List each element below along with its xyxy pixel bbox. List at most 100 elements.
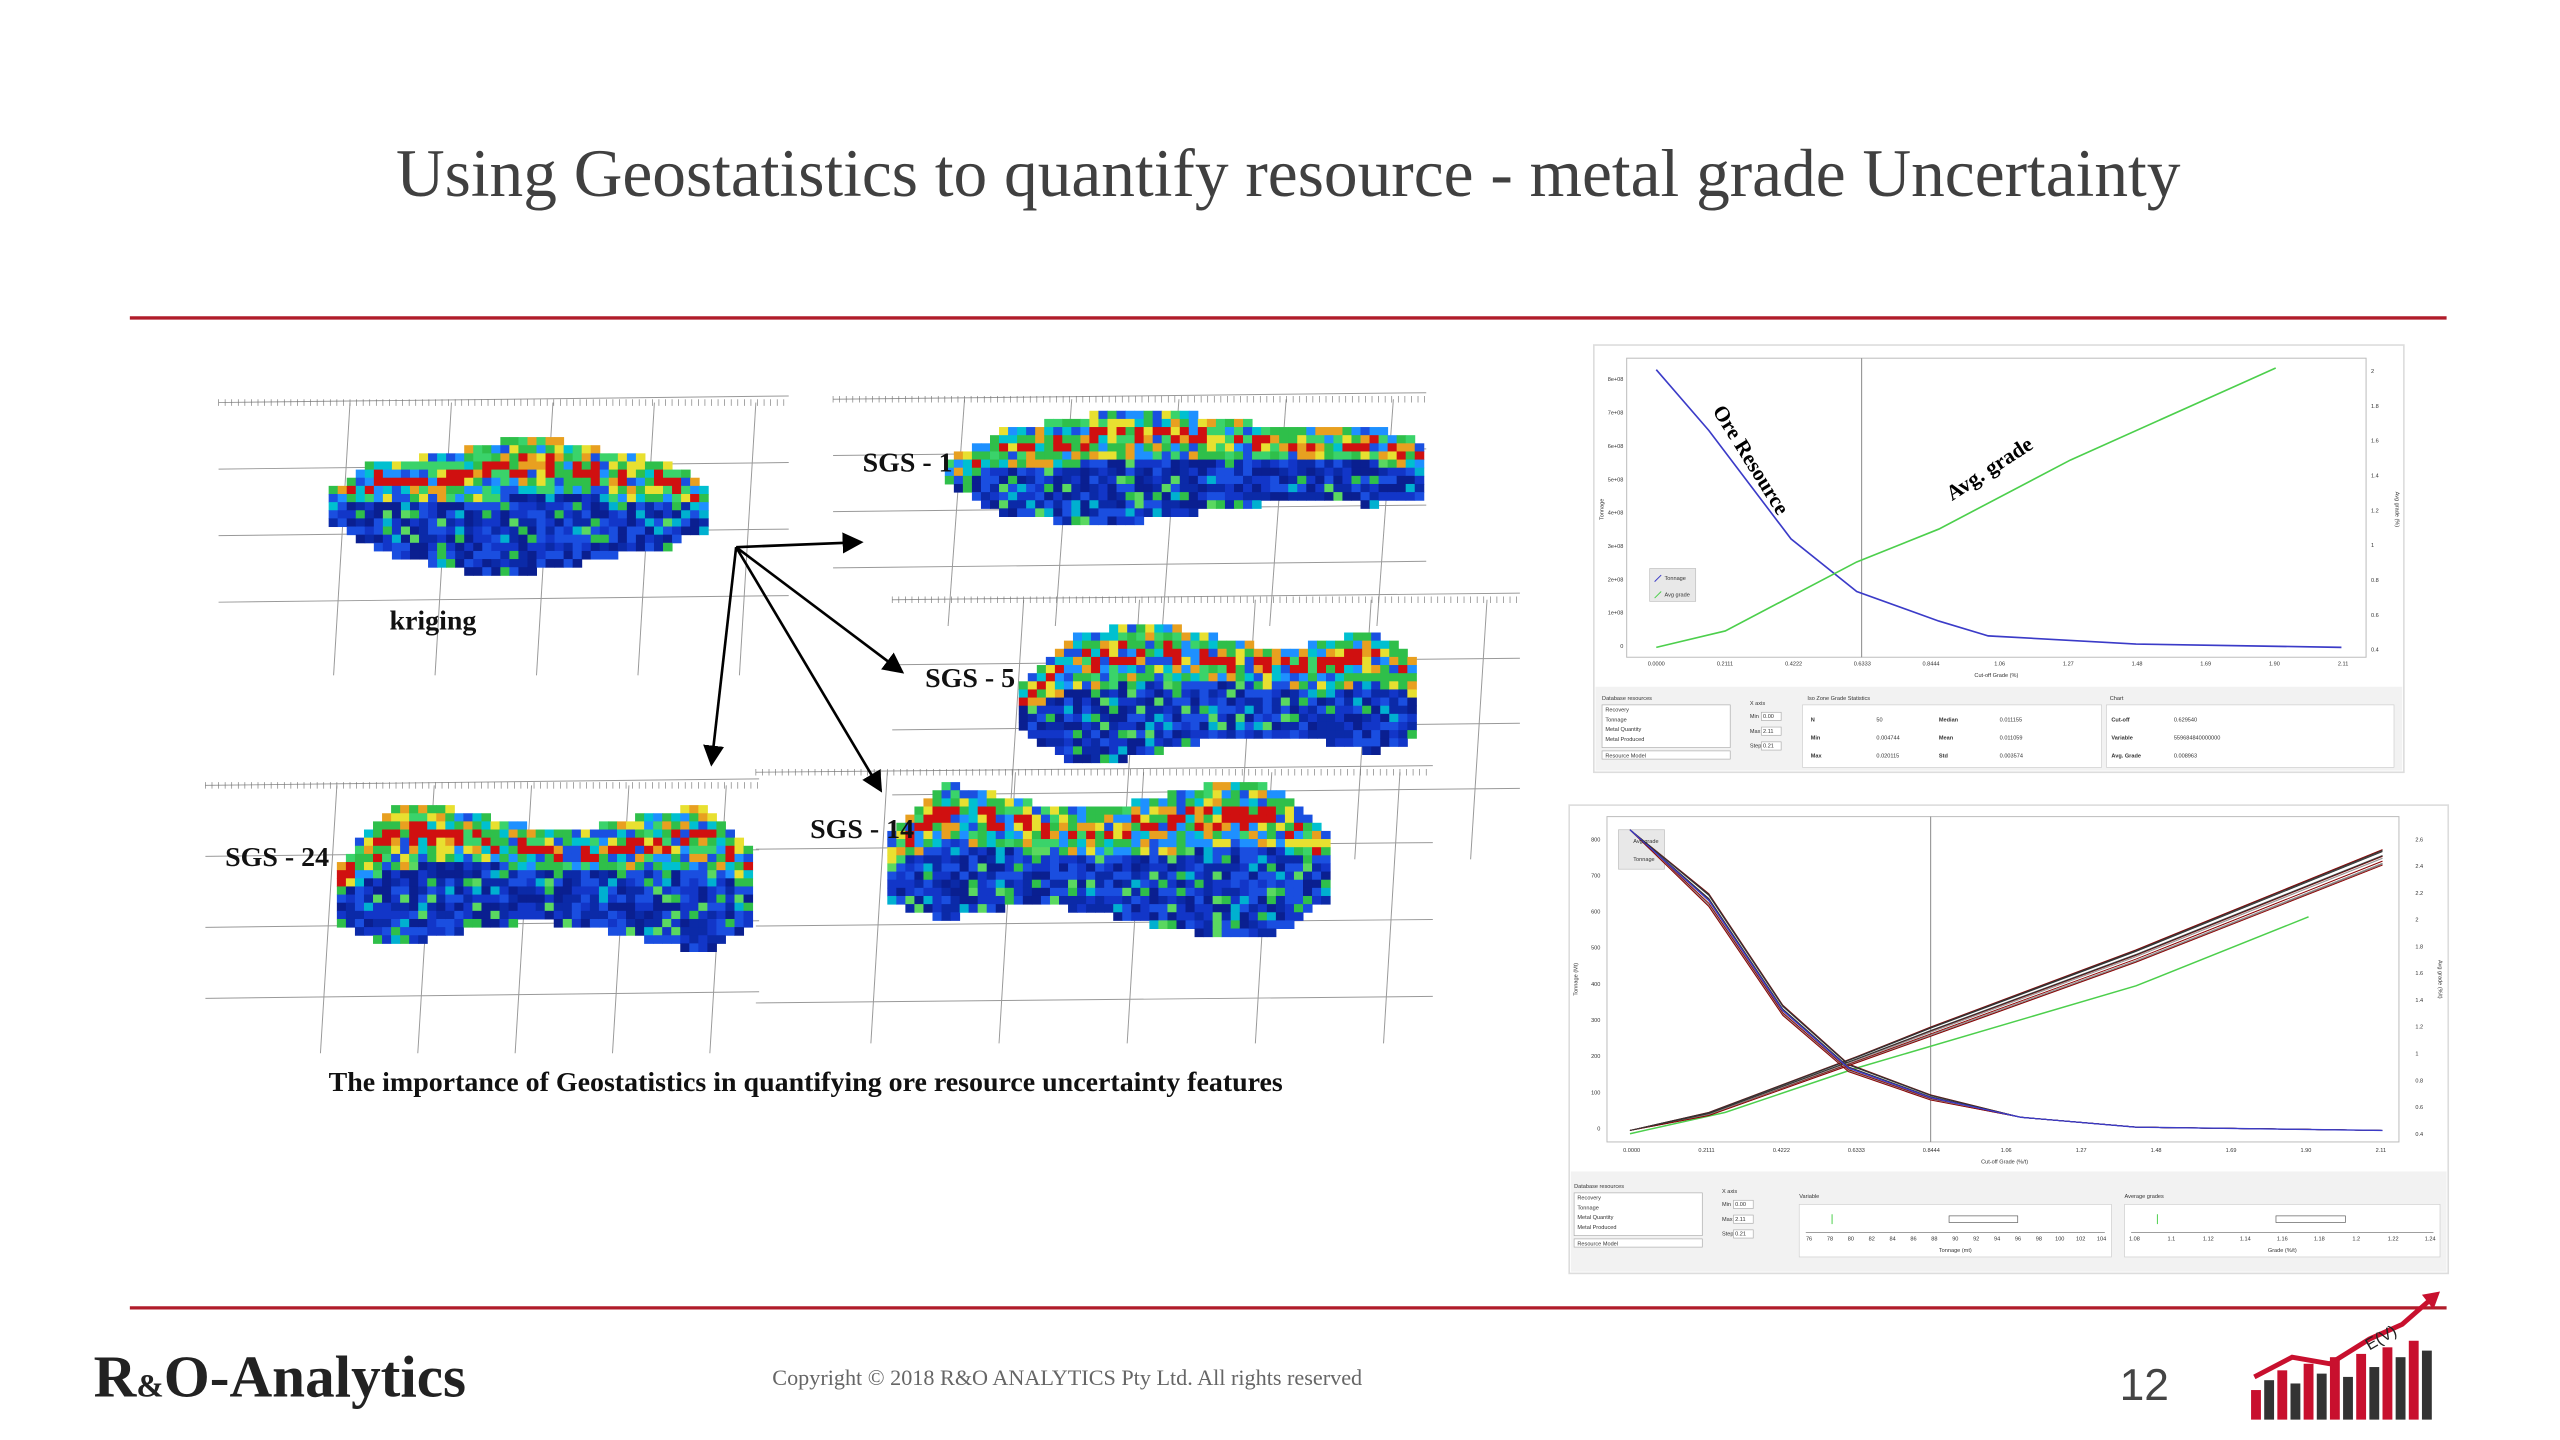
voxel <box>1244 656 1255 666</box>
voxel <box>1122 912 1132 921</box>
voxel <box>1134 410 1145 420</box>
voxel <box>887 871 897 881</box>
voxel <box>373 935 383 944</box>
voxel <box>1203 790 1214 799</box>
voxel <box>1031 847 1042 856</box>
voxel <box>572 518 583 528</box>
voxel <box>1136 738 1146 747</box>
voxel <box>932 790 943 799</box>
voxel <box>1109 632 1119 642</box>
chart-text: N <box>1811 717 1815 723</box>
voxel <box>464 542 474 552</box>
chart-text: Max <box>1750 729 1761 735</box>
voxel <box>1226 665 1237 674</box>
voxel <box>1134 451 1145 461</box>
voxel <box>445 837 455 847</box>
chart-text: 102 <box>2076 1237 2085 1243</box>
voxel <box>995 839 1006 848</box>
voxel <box>1253 673 1264 682</box>
voxel <box>473 550 483 560</box>
voxel <box>923 839 933 848</box>
voxel <box>1158 822 1168 832</box>
voxel <box>455 550 465 560</box>
voxel <box>653 935 663 944</box>
voxel <box>490 862 501 871</box>
voxel <box>1008 500 1018 509</box>
voxel <box>1118 754 1128 764</box>
voxel <box>1185 912 1196 921</box>
voxel <box>598 894 609 904</box>
voxel <box>427 853 437 863</box>
voxel <box>635 853 645 863</box>
voxel <box>1221 887 1232 897</box>
voxel <box>959 895 970 905</box>
voxel <box>1212 847 1223 856</box>
voxel <box>959 798 970 808</box>
voxel <box>1275 806 1286 816</box>
voxel <box>1109 681 1119 690</box>
voxel <box>999 459 1009 469</box>
voxel <box>589 910 600 920</box>
voxel <box>500 567 510 576</box>
voxel <box>1179 410 1190 420</box>
voxel <box>1149 879 1159 889</box>
voxel <box>436 845 446 855</box>
voxel <box>1134 418 1145 428</box>
voxel <box>1351 443 1362 452</box>
voxel <box>635 870 645 879</box>
voxel <box>455 469 465 479</box>
voxel <box>1303 839 1313 848</box>
voxel <box>1022 806 1033 816</box>
voxel <box>1199 673 1210 682</box>
voxel <box>445 862 455 871</box>
voxel <box>1280 713 1291 723</box>
voxel <box>1059 887 1069 897</box>
voxel <box>1212 782 1223 791</box>
voxel <box>1167 847 1177 856</box>
voxel <box>1176 798 1187 808</box>
voxel <box>743 910 754 920</box>
voxel <box>1230 847 1241 856</box>
voxel <box>1298 673 1309 682</box>
voxel <box>553 894 564 904</box>
voxel <box>571 894 582 904</box>
voxel <box>1149 847 1159 856</box>
voxel <box>1181 632 1191 642</box>
voxel <box>1333 483 1343 493</box>
voxel <box>1289 648 1300 658</box>
voxel <box>608 461 619 471</box>
voxel <box>1170 443 1181 452</box>
voxel <box>1206 418 1217 428</box>
voxel <box>526 910 537 920</box>
voxel <box>526 862 537 871</box>
voxel <box>1293 839 1304 848</box>
voxel <box>1109 713 1119 723</box>
voxel <box>562 853 573 863</box>
voxel <box>1362 681 1372 690</box>
voxel <box>427 829 437 839</box>
voxel <box>1293 879 1304 889</box>
voxel <box>1089 483 1099 493</box>
voxel <box>1026 459 1036 469</box>
voxel <box>941 822 952 832</box>
voxel <box>598 862 609 871</box>
voxel <box>391 813 401 822</box>
voxel <box>1072 640 1083 650</box>
voxel <box>373 837 383 847</box>
voxel <box>1243 427 1253 436</box>
voxel <box>1293 895 1304 905</box>
voxel <box>1271 721 1282 731</box>
voxel <box>1118 624 1128 633</box>
voxel <box>418 870 428 879</box>
voxel <box>1131 912 1141 921</box>
voxel <box>707 845 717 855</box>
voxel <box>1125 410 1136 420</box>
voxel <box>1303 847 1313 856</box>
voxel <box>572 559 583 568</box>
chart-text: Metal Quantity <box>1577 1215 1613 1221</box>
voxel <box>959 879 970 889</box>
voxel <box>707 870 717 879</box>
voxel <box>1321 895 1331 905</box>
voxel <box>1369 427 1380 436</box>
voxel <box>1122 847 1132 856</box>
